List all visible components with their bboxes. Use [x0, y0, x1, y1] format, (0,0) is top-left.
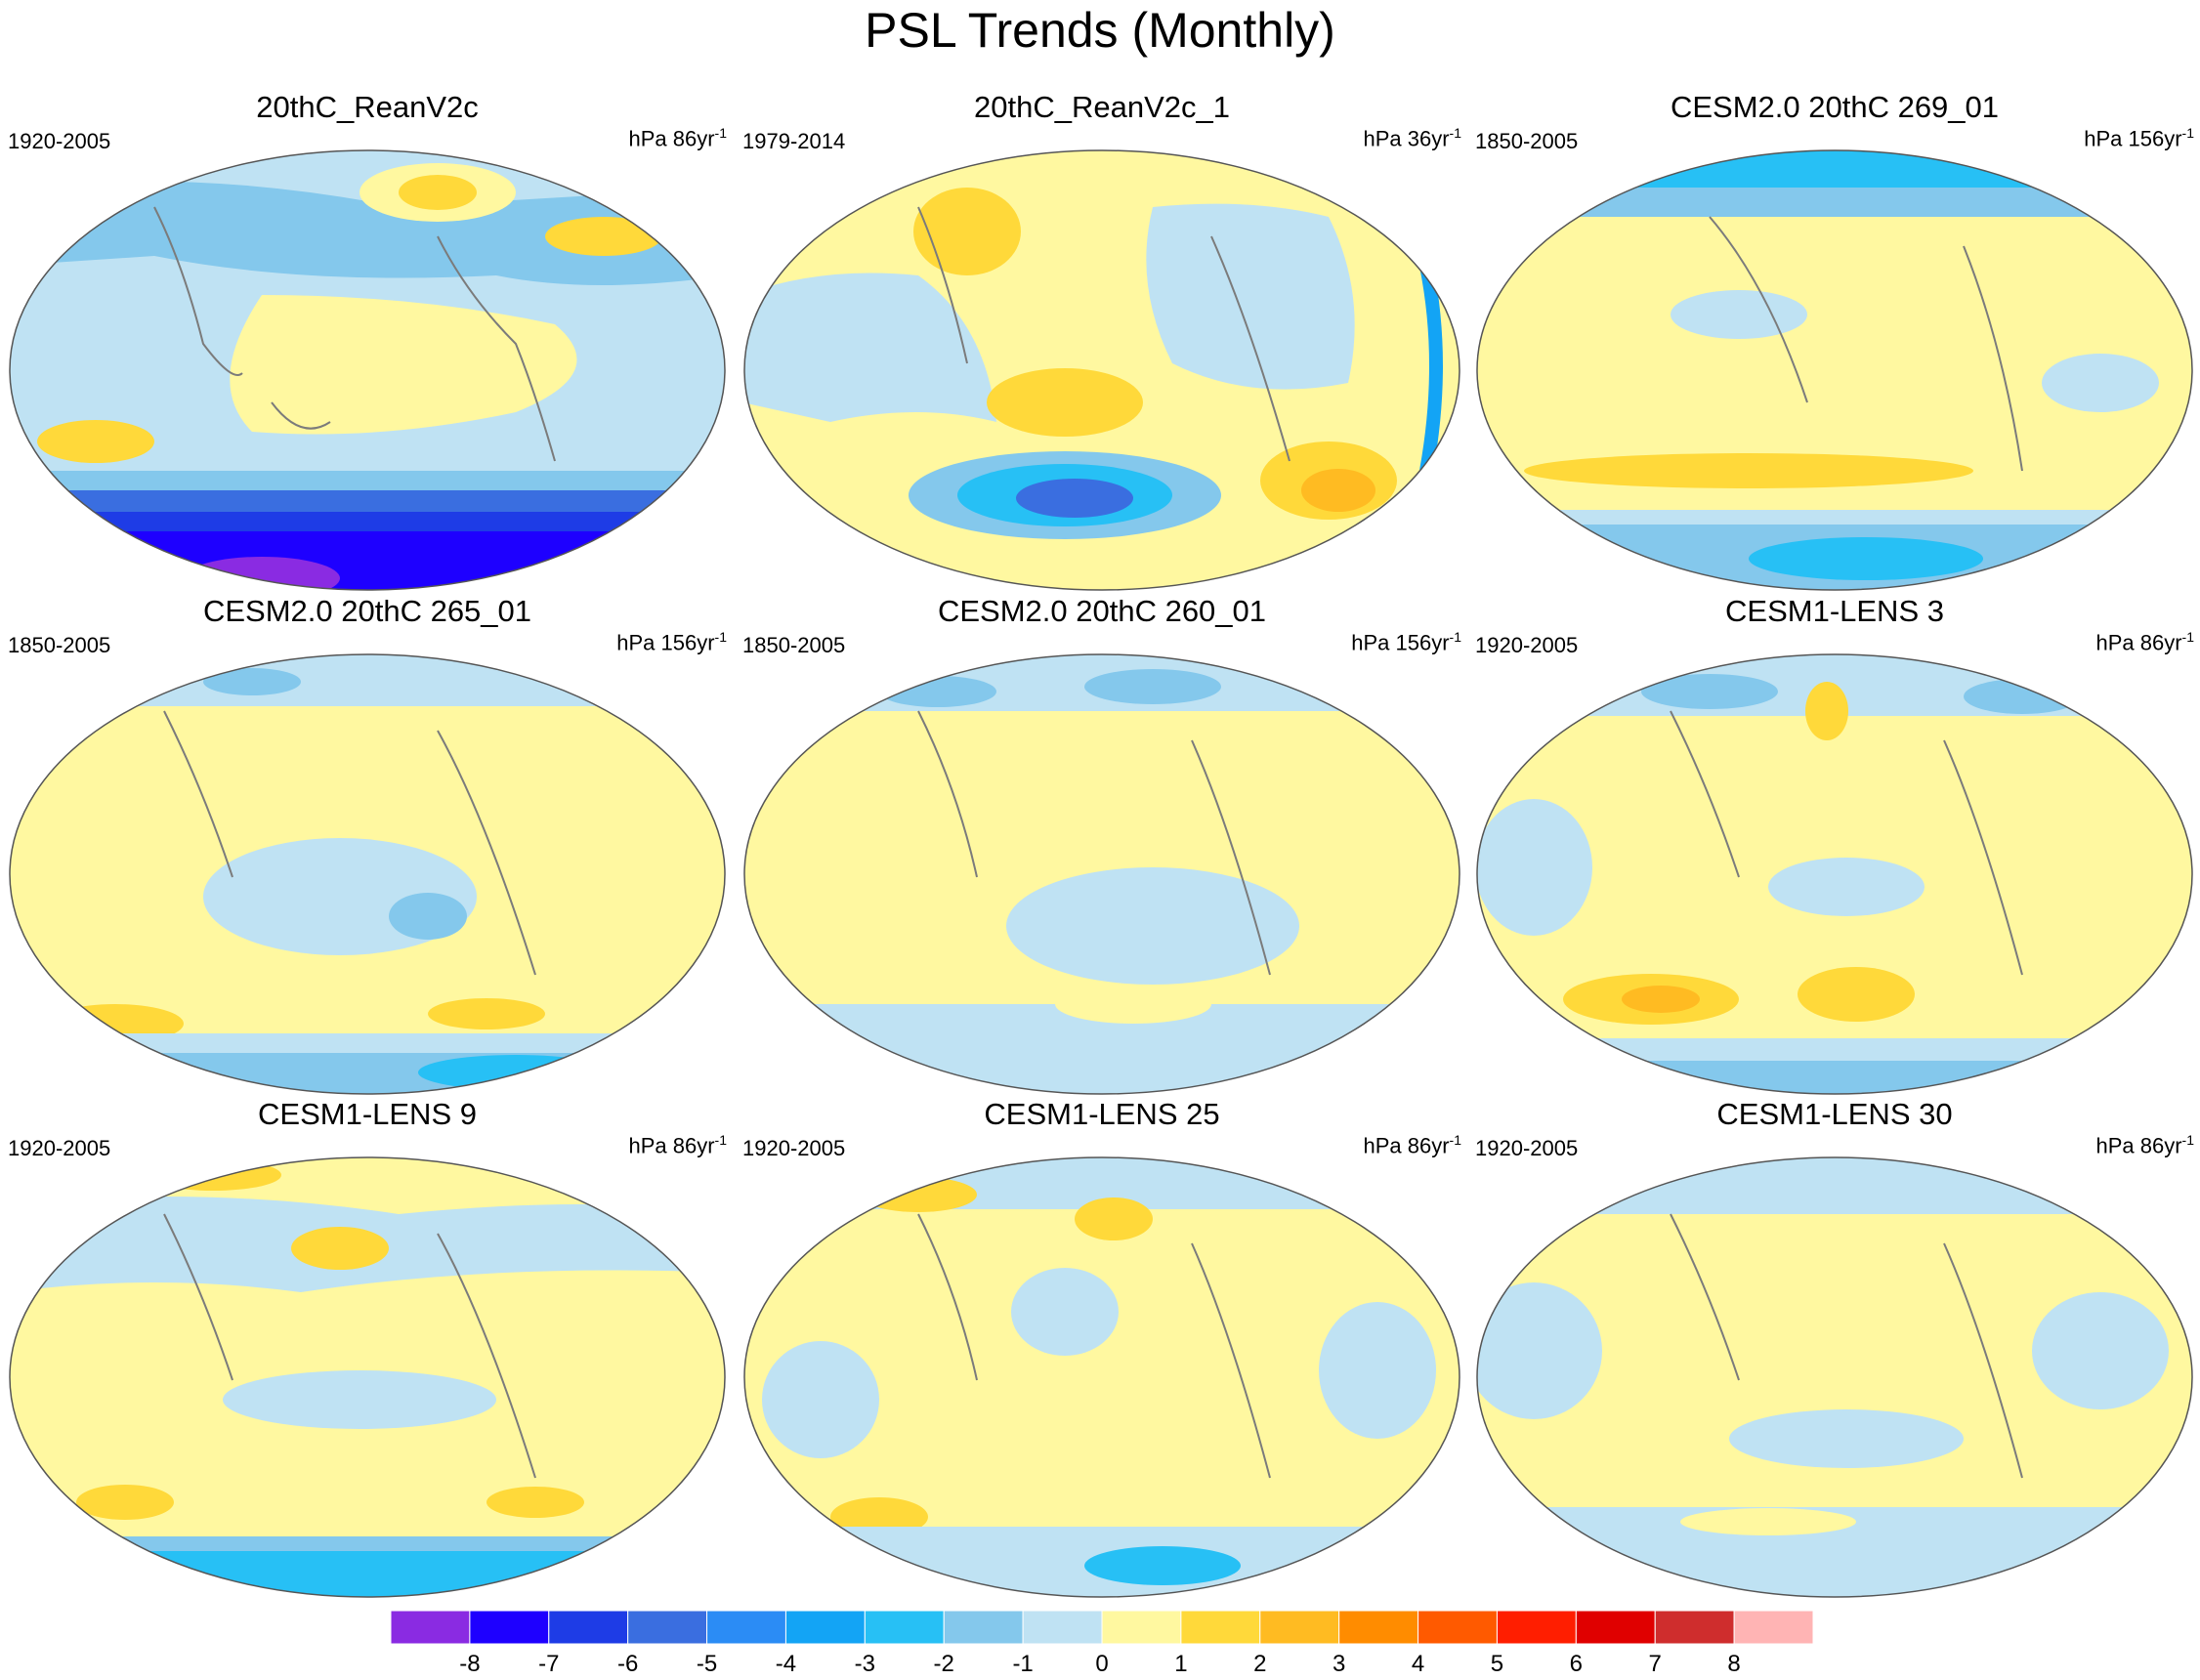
colorbar-tick-label: 5 — [1490, 1651, 1504, 1677]
map-7 — [9, 1156, 726, 1598]
map-1 — [9, 149, 726, 591]
panel-units: hPa 36yr-1 — [1363, 125, 1461, 151]
panel-title: CESM2.0 20thC 269_01 — [1670, 90, 2000, 124]
colorbar-labels: -8 -7 -6 -5 -4 -3 -2 -1 0 1 2 3 4 5 6 7 8 — [391, 1651, 1813, 1680]
colorbar-tick-label: 0 — [1095, 1651, 1109, 1677]
colorbar-swatch — [1180, 1611, 1261, 1644]
colorbar-swatch — [943, 1611, 1024, 1644]
colorbar-swatch — [1022, 1611, 1103, 1644]
map-panel-7: CESM1-LENS 9 1920-2005 hPa 86yr-1 — [8, 1097, 727, 1598]
colorbar-swatch — [1575, 1611, 1656, 1644]
colorbar — [391, 1611, 1813, 1644]
map-8 — [743, 1156, 1460, 1598]
map-9 — [1476, 1156, 2193, 1598]
colorbar-tick-label: -1 — [1012, 1651, 1034, 1677]
colorbar-tick-label: -8 — [459, 1651, 481, 1677]
colorbar-tick-label: -7 — [538, 1651, 560, 1677]
colorbar-swatch — [1496, 1611, 1577, 1644]
panel-title: CESM2.0 20thC 265_01 — [202, 594, 532, 628]
map-panel-6: CESM1-LENS 3 1920-2005 hPa 86yr-1 — [1475, 594, 2194, 1095]
map-6 — [1476, 653, 2193, 1095]
colorbar-swatch — [706, 1611, 786, 1644]
colorbar-tick-label: 1 — [1174, 1651, 1188, 1677]
colorbar-tick-label: 7 — [1648, 1651, 1662, 1677]
colorbar-swatch — [548, 1611, 629, 1644]
panel-title: CESM2.0 20thC 260_01 — [937, 594, 1267, 628]
colorbar-swatch — [1417, 1611, 1498, 1644]
panel-units: hPa 86yr-1 — [2095, 1132, 2194, 1158]
map-3 — [1476, 149, 2193, 591]
panel-title: CESM1-LENS 3 — [1725, 594, 1944, 628]
map-panel-9: CESM1-LENS 30 1920-2005 hPa 86yr-1 — [1475, 1097, 2194, 1598]
colorbar-tick-label: -3 — [854, 1651, 875, 1677]
panel-period: 1850-2005 — [1475, 129, 1579, 153]
panel-period: 1920-2005 — [742, 1136, 846, 1160]
map-panel-8: CESM1-LENS 25 1920-2005 hPa 86yr-1 — [742, 1097, 1461, 1598]
colorbar-swatch — [784, 1611, 866, 1644]
colorbar-tick-label: 2 — [1253, 1651, 1267, 1677]
panel-title: CESM1-LENS 30 — [1716, 1097, 1953, 1131]
colorbar-tick-label: -2 — [933, 1651, 954, 1677]
colorbar-swatch — [1338, 1611, 1419, 1644]
colorbar-swatch — [627, 1611, 708, 1644]
colorbar-tick-label: 8 — [1727, 1651, 1741, 1677]
panel-title: CESM1-LENS 25 — [984, 1097, 1220, 1131]
colorbar-swatch — [1733, 1611, 1813, 1644]
colorbar-tick-label: 6 — [1569, 1651, 1583, 1677]
map-4 — [9, 653, 726, 1095]
colorbar-swatch — [391, 1611, 471, 1644]
panel-period: 1979-2014 — [742, 129, 846, 153]
colorbar-swatch — [469, 1611, 550, 1644]
panel-period: 1920-2005 — [1475, 633, 1579, 657]
panel-units: hPa 156yr-1 — [2084, 125, 2194, 151]
colorbar-tick-label: -6 — [616, 1651, 639, 1677]
figure-title: PSL Trends (Monthly) — [865, 3, 1335, 58]
panel-units: hPa 86yr-1 — [628, 125, 727, 151]
colorbar-tick-label: -5 — [696, 1651, 718, 1677]
colorbar-tick-label: 3 — [1332, 1651, 1346, 1677]
panel-period: 1850-2005 — [8, 633, 111, 657]
map-panel-4: CESM2.0 20thC 265_01 1850-2005 hPa 156yr… — [8, 594, 727, 1095]
map-panel-1: 20thC_ReanV2c 1920-2005 hPa 86yr-1 — [8, 90, 727, 591]
panel-title: 20thC_ReanV2c — [256, 90, 479, 124]
panel-period: 1920-2005 — [8, 1136, 111, 1160]
colorbar-swatch — [1654, 1611, 1735, 1644]
panel-units: hPa 86yr-1 — [2095, 629, 2194, 655]
panel-units: hPa 156yr-1 — [616, 629, 727, 655]
colorbar-tick-label: 4 — [1411, 1651, 1425, 1677]
colorbar-swatch — [864, 1611, 945, 1644]
panel-title: CESM1-LENS 9 — [258, 1097, 477, 1131]
panel-period: 1850-2005 — [742, 633, 846, 657]
map-2 — [743, 149, 1460, 591]
colorbar-swatch — [1259, 1611, 1340, 1644]
panel-units: hPa 86yr-1 — [628, 1132, 727, 1158]
panel-units: hPa 156yr-1 — [1351, 629, 1461, 655]
map-panel-2: 20thC_ReanV2c_1 1979-2014 hPa 36yr-1 — [742, 90, 1461, 591]
map-panel-3: CESM2.0 20thC 269_01 1850-2005 hPa 156yr… — [1475, 90, 2194, 591]
map-panel-5: CESM2.0 20thC 260_01 1850-2005 hPa 156yr… — [742, 594, 1461, 1095]
panel-period: 1920-2005 — [1475, 1136, 1579, 1160]
panel-period: 1920-2005 — [8, 129, 111, 153]
colorbar-swatch — [1101, 1611, 1182, 1644]
panel-units: hPa 86yr-1 — [1363, 1132, 1461, 1158]
panel-title: 20thC_ReanV2c_1 — [974, 90, 1230, 124]
colorbar-tick-label: -4 — [775, 1651, 797, 1677]
map-5 — [743, 653, 1460, 1095]
